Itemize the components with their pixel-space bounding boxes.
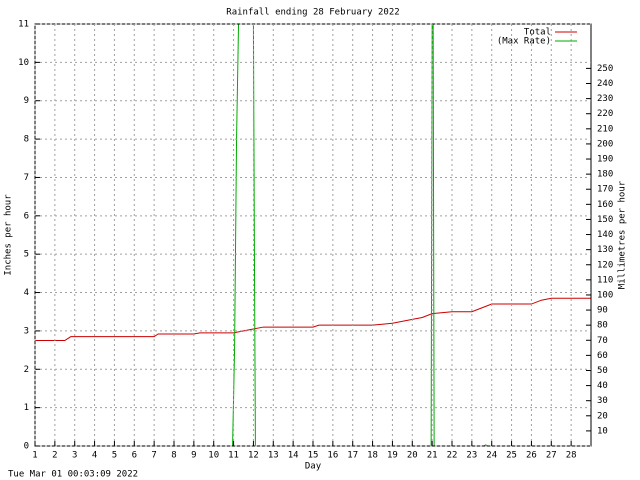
x-tick-label: 22 xyxy=(447,451,458,461)
y-tick-label: 5 xyxy=(24,250,29,260)
y2-axis-label: Millimetres per hour xyxy=(618,180,628,289)
y-tick-label: 7 xyxy=(24,173,29,183)
y-tick-label: 2 xyxy=(24,365,29,375)
y2-tick-label: 190 xyxy=(597,155,613,165)
y2-tick-label: 130 xyxy=(597,245,613,255)
y2-tick-label: 40 xyxy=(597,381,608,391)
y-tick-label: 4 xyxy=(24,288,29,298)
x-tick-label: 21 xyxy=(427,451,438,461)
y2-tick-label: 160 xyxy=(597,200,613,210)
y-axis-label: Inches per hour xyxy=(4,194,14,276)
x-tick-label: 25 xyxy=(506,451,517,461)
x-tick-label: 10 xyxy=(208,451,219,461)
plot-area xyxy=(35,24,591,446)
y2-tick-label: 90 xyxy=(597,306,608,316)
x-axis-label: Day xyxy=(305,462,322,472)
y2-tick-label: 80 xyxy=(597,321,608,331)
x-tick-label: 27 xyxy=(546,451,557,461)
x-tick-label: 11 xyxy=(228,451,239,461)
x-tick-label: 12 xyxy=(248,451,259,461)
y-tick-label: 9 xyxy=(24,96,29,106)
y2-tick-label: 220 xyxy=(597,109,613,119)
y2-tick-label: 30 xyxy=(597,396,608,406)
y2-tick-label: 250 xyxy=(597,64,613,74)
x-tick-label: 8 xyxy=(171,451,176,461)
legend-label: (Max Rate) xyxy=(497,37,551,47)
y2-tick-label: 240 xyxy=(597,79,613,89)
y2-tick-label: 200 xyxy=(597,139,613,149)
y2-tick-label: 110 xyxy=(597,275,613,285)
x-tick-label: 18 xyxy=(367,451,378,461)
x-tick-label: 15 xyxy=(308,451,319,461)
x-tick-label: 9 xyxy=(191,451,196,461)
x-tick-label: 26 xyxy=(526,451,537,461)
x-tick-label: 19 xyxy=(387,451,398,461)
y-tick-label: 1 xyxy=(24,403,29,413)
y2-tick-label: 60 xyxy=(597,351,608,361)
y2-tick-label: 10 xyxy=(597,426,608,436)
y-tick-label: 6 xyxy=(24,211,29,221)
x-tick-label: 24 xyxy=(486,451,497,461)
x-tick-label: 4 xyxy=(92,451,97,461)
y2-tick-label: 140 xyxy=(597,230,613,240)
x-tick-label: 1 xyxy=(32,451,37,461)
y2-tick-label: 120 xyxy=(597,260,613,270)
y-tick-label: 3 xyxy=(24,326,29,336)
y-tick-label: 11 xyxy=(18,20,29,30)
x-tick-label: 23 xyxy=(466,451,477,461)
y2-tick-label: 170 xyxy=(597,185,613,195)
y2-tick-label: 210 xyxy=(597,124,613,134)
x-tick-label: 7 xyxy=(151,451,156,461)
series-line xyxy=(232,24,488,446)
y2-tick-label: 70 xyxy=(597,336,608,346)
chart-title: Rainfall ending 28 February 2022 xyxy=(226,8,399,18)
x-tick-label: 13 xyxy=(268,451,279,461)
y2-tick-label: 150 xyxy=(597,215,613,225)
x-tick-label: 14 xyxy=(288,451,299,461)
y-tick-label: 8 xyxy=(24,135,29,145)
y2-tick-label: 180 xyxy=(597,170,613,180)
y-tick-label: 0 xyxy=(24,442,29,452)
y2-tick-label: 100 xyxy=(597,290,613,300)
x-tick-label: 28 xyxy=(566,451,577,461)
footer-timestamp: Tue Mar 01 00:03:09 2022 xyxy=(8,470,138,480)
x-tick-label: 6 xyxy=(132,451,137,461)
y2-tick-label: 20 xyxy=(597,411,608,421)
legend-label: Total xyxy=(524,28,551,38)
x-tick-label: 3 xyxy=(72,451,77,461)
x-tick-label: 20 xyxy=(407,451,418,461)
x-tick-label: 2 xyxy=(52,451,57,461)
y2-tick-label: 230 xyxy=(597,94,613,104)
x-tick-label: 17 xyxy=(347,451,358,461)
series-line xyxy=(35,297,591,341)
x-tick-label: 16 xyxy=(327,451,338,461)
x-tick-label: 5 xyxy=(112,451,117,461)
y2-tick-label: 50 xyxy=(597,366,608,376)
y-tick-label: 10 xyxy=(18,58,29,68)
